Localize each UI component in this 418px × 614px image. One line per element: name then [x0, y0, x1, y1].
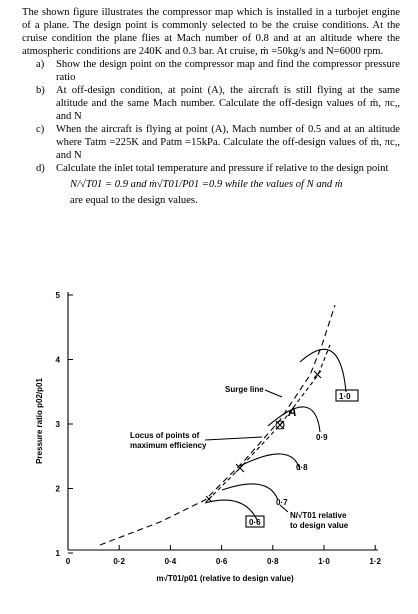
y-tick-label: 4 [56, 356, 61, 365]
speed-line [299, 348, 347, 393]
speed-label: 0·9 [316, 433, 328, 442]
speed-label: 1·0 [339, 392, 351, 401]
item-body: At off-design condition, at point (A), t… [56, 84, 400, 123]
item-body: When the aircraft is flying at point (A)… [56, 123, 400, 162]
speed-label: 0·7 [276, 498, 288, 507]
x-tick-label: 1·0 [318, 557, 330, 566]
surge-line [99, 304, 336, 546]
item: c) When the aircraft is flying at point (… [36, 123, 400, 162]
formula: N/√T01 = 0.9 and ṁ√T01/P01 =0.9 while th… [70, 179, 343, 190]
item: d) Calculate the inlet total temperature … [36, 162, 400, 207]
item-tail: are equal to the design values. [70, 195, 198, 206]
speed-line [239, 453, 301, 471]
y-title: Pressure ratio p02/p01 [35, 378, 44, 464]
x-tick-label: 0·6 [216, 557, 228, 566]
intro: The shown figure illustrates the compres… [22, 7, 400, 57]
y-tick-label: 2 [56, 485, 61, 494]
speed-label: 0·6 [249, 518, 261, 527]
item-body: Calculate the inlet total temperature an… [56, 162, 400, 207]
items: a) Show the design point on the compresso… [22, 58, 400, 207]
surge-label: Surge line [225, 385, 264, 394]
efficiency-locus [207, 344, 331, 501]
x-tick-label: 0·4 [165, 557, 177, 566]
locus-label: Locus of points of [130, 431, 200, 440]
item-text: At off-design condition, at point (A), t… [56, 85, 400, 122]
y-tick-label: 1 [56, 549, 61, 558]
locus-label: maximum efficiency [130, 441, 207, 450]
item-label: d) [36, 163, 45, 174]
item-text: Calculate the inlet total temperature an… [56, 163, 389, 174]
point-label: A [287, 405, 297, 419]
item: a) Show the design point on the compresso… [36, 58, 400, 84]
x-tick-label: 0·2 [113, 557, 125, 566]
x-title: m√T01/p01 (relative to design value) [156, 574, 294, 583]
x-tick-label: 0·8 [267, 557, 279, 566]
speed-line [221, 483, 279, 501]
y-tick-label: 3 [56, 420, 61, 429]
speed-label: 0·8 [296, 463, 308, 472]
point-a [275, 420, 285, 430]
speed-title: to design value [290, 521, 349, 530]
label-box [335, 389, 359, 402]
item-label: c) [36, 124, 45, 135]
document: The shown figure illustrates the compres… [22, 6, 400, 207]
arrows [204, 389, 289, 513]
label-box [245, 515, 265, 528]
item-body: Show the design point on the compressor … [56, 58, 400, 84]
x-tick-label: 0 [66, 557, 71, 566]
markers [205, 370, 322, 503]
item-text: Show the design point on the compressor … [56, 59, 400, 83]
speed-line [267, 406, 321, 433]
ticks: 1 2 3 4 5 0 0·2 0·4 0·6 0·8 1·0 1·2 [56, 291, 382, 566]
speed-title: N/√T01 relative [290, 511, 347, 520]
item: b) At off-design condition, at point (A),… [36, 84, 400, 123]
item-label: b) [36, 85, 45, 96]
item-label: a) [36, 59, 45, 70]
item-text: When the aircraft is flying at point (A)… [56, 124, 400, 161]
x-tick-label: 1·2 [369, 557, 381, 566]
y-tick-label: 5 [56, 291, 61, 300]
